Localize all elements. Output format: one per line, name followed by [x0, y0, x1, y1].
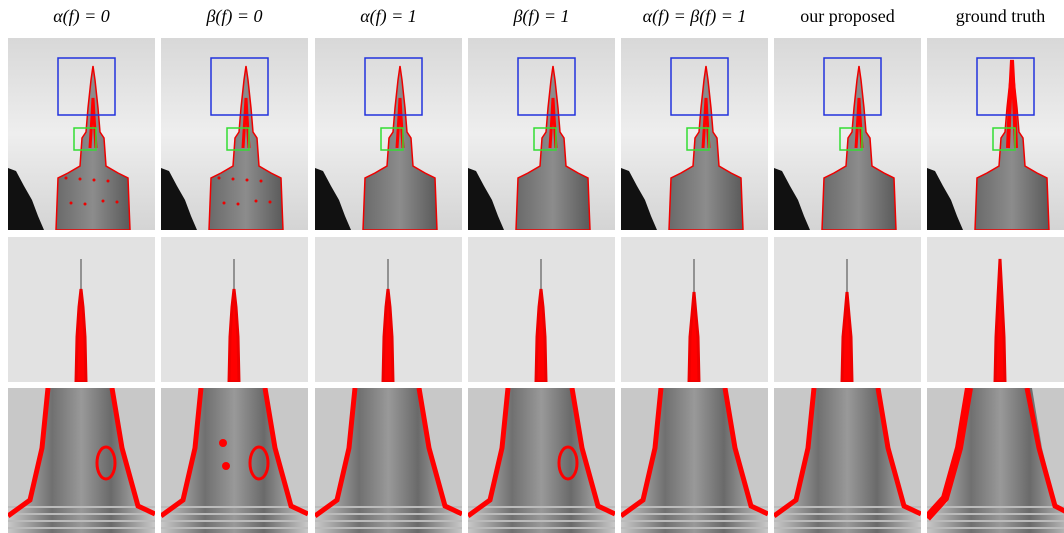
ledge — [621, 506, 768, 508]
image-panel — [161, 388, 308, 533]
ledge — [927, 527, 1064, 529]
ledge — [8, 520, 155, 522]
noise — [255, 200, 258, 203]
image-panel — [8, 38, 155, 230]
noise — [107, 180, 110, 183]
column-header: β(f) = 1 — [512, 6, 569, 27]
ledge — [8, 513, 155, 515]
image-panel — [315, 237, 462, 382]
column-header: β(f) = 0 — [205, 6, 262, 27]
spurious-blob — [219, 439, 227, 447]
image-panel — [774, 38, 921, 230]
ledge — [774, 513, 921, 515]
column-header: α(f) = 0 — [53, 6, 110, 27]
noise — [223, 202, 226, 205]
noise — [237, 203, 240, 206]
image-panel — [774, 388, 921, 533]
image-panel — [161, 237, 308, 382]
ledge — [468, 513, 615, 515]
ledge — [161, 506, 308, 508]
ledge — [161, 527, 308, 529]
noise — [65, 177, 68, 180]
ledge — [468, 506, 615, 508]
ledge — [315, 506, 462, 508]
ledge — [621, 527, 768, 529]
image-panel — [927, 237, 1064, 382]
ledge — [927, 520, 1064, 522]
image-panel — [927, 38, 1064, 230]
column-header: ground truth — [956, 6, 1046, 26]
spurious-blob — [222, 462, 230, 470]
image-panel — [468, 38, 615, 230]
image-panel — [468, 237, 615, 382]
image-panel — [621, 237, 768, 382]
ledge — [161, 513, 308, 515]
ledge — [774, 520, 921, 522]
image-panel — [468, 388, 615, 533]
ledge — [468, 527, 615, 529]
image-panel — [927, 388, 1064, 533]
noise — [84, 203, 87, 206]
image-panel — [8, 237, 155, 382]
image-panel — [8, 388, 155, 533]
image-panel — [161, 38, 308, 230]
noise — [269, 201, 272, 204]
column-header: α(f) = 1 — [360, 6, 417, 27]
noise — [116, 201, 119, 204]
ledge — [621, 513, 768, 515]
image-panel — [774, 237, 921, 382]
ledge — [8, 527, 155, 529]
ledge — [315, 513, 462, 515]
column-header: our proposed — [800, 6, 894, 26]
noise — [260, 180, 263, 183]
column-header: α(f) = β(f) = 1 — [643, 6, 747, 27]
image-panel — [621, 38, 768, 230]
noise — [232, 178, 235, 181]
ledge — [621, 520, 768, 522]
figure: α(f) = 0 β(f) = 0 α(f) = 1 β(f) = 1 α(f) = β… — [0, 0, 1064, 533]
noise — [93, 179, 96, 182]
ledge — [315, 527, 462, 529]
image-panel — [621, 388, 768, 533]
ledge — [161, 520, 308, 522]
ledge — [468, 520, 615, 522]
noise — [246, 179, 249, 182]
ledge — [774, 527, 921, 529]
noise — [102, 200, 105, 203]
image-panel — [315, 38, 462, 230]
noise — [79, 178, 82, 181]
ledge — [8, 506, 155, 508]
ledge — [315, 520, 462, 522]
image-panel — [315, 388, 462, 533]
ledge — [774, 506, 921, 508]
ledge — [927, 513, 1064, 515]
noise — [70, 202, 73, 205]
ledge — [927, 506, 1064, 508]
noise — [218, 177, 221, 180]
